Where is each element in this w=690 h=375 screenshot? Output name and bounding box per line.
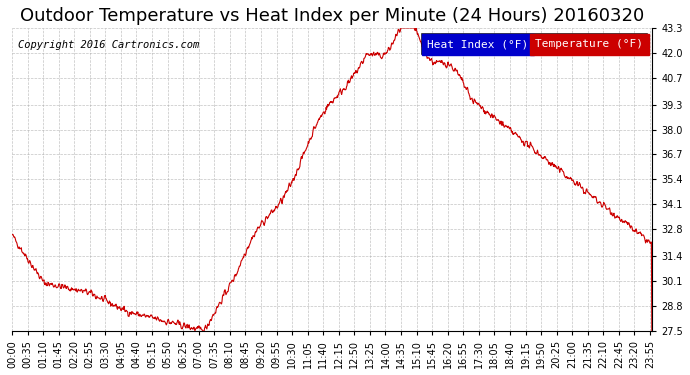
Title: Outdoor Temperature vs Heat Index per Minute (24 Hours) 20160320: Outdoor Temperature vs Heat Index per Mi…	[20, 7, 644, 25]
Legend: Heat Index (°F), Temperature (°F): Heat Index (°F), Temperature (°F)	[421, 33, 647, 54]
Text: Copyright 2016 Cartronics.com: Copyright 2016 Cartronics.com	[19, 40, 199, 50]
